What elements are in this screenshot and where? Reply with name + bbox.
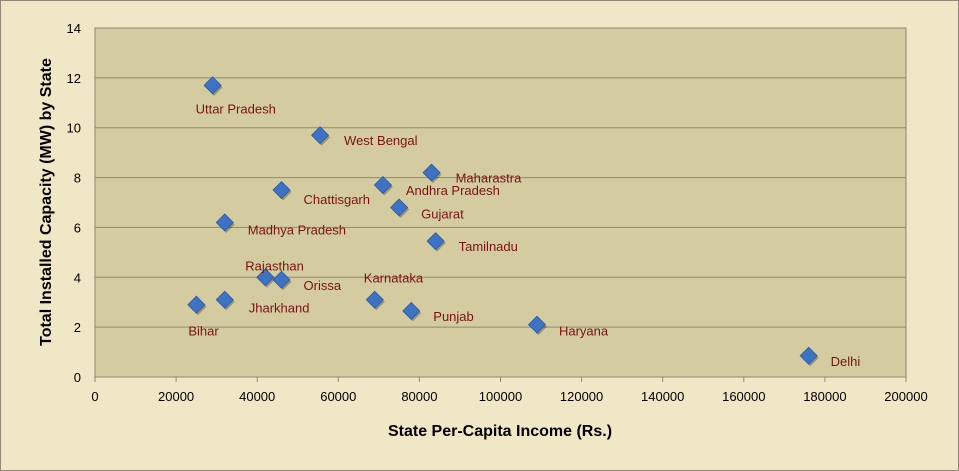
- data-point-label: Uttar Pradesh: [196, 101, 276, 116]
- x-tick-label: 100000: [479, 389, 522, 404]
- data-point: [799, 346, 818, 365]
- x-tick-label: 200000: [884, 389, 927, 404]
- data-point: [365, 290, 384, 309]
- y-tick-label: 12: [67, 71, 81, 86]
- data-point-label: Delhi: [831, 354, 861, 369]
- data-point-label: Jharkhand: [249, 301, 310, 316]
- tick-labels: 0 2 4 6 8 10 12 14 0 20000 40000 60000 80000 100000 12…: [67, 21, 928, 404]
- data-point: [402, 301, 421, 321]
- data-point-label: Haryana: [559, 324, 609, 339]
- y-tick-label: 10: [67, 121, 81, 136]
- y-tick-label: 8: [74, 171, 81, 186]
- data-point: [390, 198, 409, 217]
- gridlines: [94, 77, 907, 382]
- data-point-label: Chattisgarh: [304, 192, 370, 207]
- x-tick-label: 80000: [401, 389, 437, 404]
- x-tick-label: 40000: [239, 389, 275, 404]
- x-tick-label: 0: [91, 389, 98, 404]
- data-point: [422, 163, 441, 182]
- y-tick-label: 14: [67, 21, 81, 36]
- data-point-label: Orissa: [304, 278, 342, 293]
- data-point-label: West Bengal: [344, 133, 418, 148]
- x-tick-label: 20000: [158, 389, 194, 404]
- data-points: [187, 76, 819, 367]
- data-point: [215, 213, 234, 232]
- data-point: [310, 126, 330, 145]
- y-tick-label: 6: [74, 220, 81, 235]
- data-point-label: Tamilnadu: [459, 239, 518, 254]
- data-point: [272, 180, 291, 200]
- data-point-label: Gujarat: [421, 206, 464, 221]
- data-point: [373, 175, 392, 195]
- data-point-label: Madhya Pradesh: [248, 222, 346, 237]
- x-axis-title: State Per-Capita Income (Rs.): [388, 423, 612, 440]
- x-tick-label: 180000: [803, 389, 846, 404]
- data-point-label: Bihar: [188, 324, 219, 339]
- data-point: [272, 270, 291, 289]
- data-point-label: Rajasthan: [245, 258, 304, 273]
- plot-area: [94, 27, 907, 378]
- data-point: [203, 76, 222, 95]
- y-tick-label: 2: [74, 320, 81, 335]
- data-point: [527, 315, 547, 334]
- x-tick-label: 140000: [641, 389, 684, 404]
- data-point-label: Maharastra: [456, 171, 523, 186]
- data-labels: Uttar Pradesh West Bengal MaharastraAndhra…: [188, 101, 860, 368]
- data-point-label: Punjab: [433, 309, 473, 324]
- y-axis-title: Total Installed Capacity (MW) by State: [38, 58, 55, 346]
- y-tick-label: 0: [74, 370, 81, 385]
- data-point-label: Karnataka: [364, 271, 424, 286]
- data-point: [187, 295, 206, 314]
- x-tick-label: 160000: [722, 389, 765, 404]
- y-tick-label: 4: [74, 270, 81, 285]
- data-point: [256, 268, 275, 287]
- data-point-label: Andhra Pradesh: [406, 183, 500, 198]
- x-tick-label: 60000: [320, 389, 356, 404]
- x-tick-label: 120000: [560, 389, 603, 404]
- data-point: [215, 290, 234, 309]
- data-point: [426, 232, 445, 251]
